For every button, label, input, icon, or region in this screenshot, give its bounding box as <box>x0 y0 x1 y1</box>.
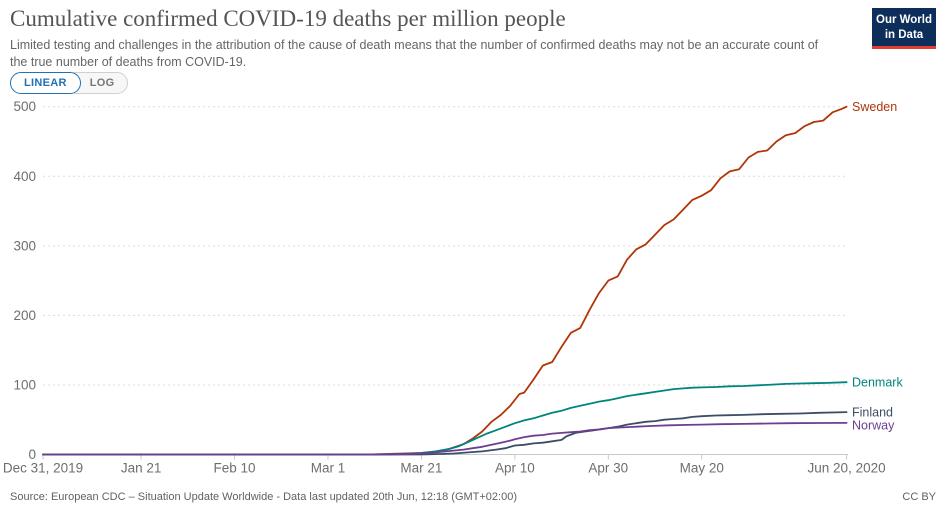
linear-button[interactable]: LINEAR <box>10 72 81 94</box>
scale-toggle: LINEAR LOG <box>10 72 129 94</box>
series-line-finland[interactable] <box>42 411 848 456</box>
y-tick-label: 100 <box>13 377 36 392</box>
y-tick-label: 500 <box>13 99 36 114</box>
chart-subtitle: Limited testing and challenges in the at… <box>10 38 819 69</box>
y-tick-label: 200 <box>13 308 36 323</box>
x-tick-label: Mar 21 <box>400 461 442 476</box>
logo-line1: Our World <box>876 14 933 26</box>
x-tick-label: May 20 <box>680 461 724 476</box>
chart-canvas[interactable]: 0 100 200 300 400 500 Dec 31, 2019 Jan 21 Feb 10… <box>0 98 944 480</box>
logo-stripe <box>872 46 936 50</box>
series-label-sweden[interactable]: Sweden <box>852 100 897 114</box>
x-tick-label: Jun 20, 2020 <box>808 461 886 476</box>
series-label-finland[interactable]: Finland <box>852 406 893 420</box>
y-tick-label: 0 <box>28 447 36 462</box>
log-button[interactable]: LOG <box>64 72 129 94</box>
x-tick-label: Mar 1 <box>311 461 346 476</box>
y-tick-label: 300 <box>13 238 36 253</box>
logo-line2: in Data <box>884 28 924 41</box>
series-line-denmark[interactable] <box>42 381 848 456</box>
series-line-norway[interactable] <box>42 421 848 456</box>
y-tick-label: 400 <box>13 169 36 184</box>
x-tick-label: Jan 21 <box>121 461 162 476</box>
series-label-norway[interactable]: Norway <box>852 419 895 433</box>
x-tick-label: Feb 10 <box>214 461 256 476</box>
source-note: Source: European CDC – Situation Update … <box>10 491 517 503</box>
page-title: Cumulative confirmed COVID-19 deaths per… <box>10 6 566 31</box>
series-line-sweden[interactable] <box>42 105 848 456</box>
license-link[interactable]: CC BY <box>902 491 936 503</box>
x-tick-label: Apr 30 <box>588 461 628 476</box>
x-tick-label: Apr 10 <box>495 461 535 476</box>
series-label-denmark[interactable]: Denmark <box>852 376 903 390</box>
footer: Source: European CDC – Situation Update … <box>10 491 936 503</box>
x-tick-label: Dec 31, 2019 <box>3 461 83 476</box>
owid-logo[interactable]: Our World in Data <box>872 8 936 50</box>
